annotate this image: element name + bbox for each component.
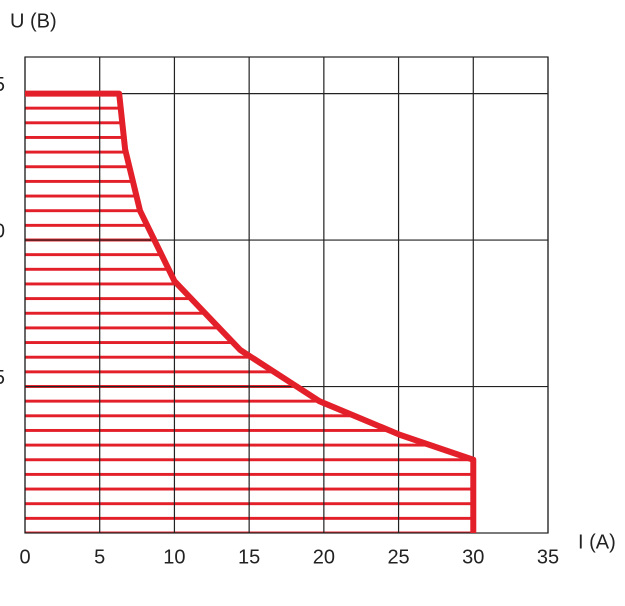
plot-frame	[24, 56, 549, 534]
x-tick-label: 35	[537, 546, 559, 568]
x-tick-label: 30	[462, 546, 484, 568]
x-tick-label: 5	[94, 546, 105, 568]
y-axis-label: U (B)	[10, 10, 57, 32]
boundary-line	[25, 90, 477, 533]
x-tick-label: 20	[313, 546, 335, 568]
y-tick-label: 5	[0, 367, 5, 389]
x-tick-label: 10	[163, 546, 185, 568]
x-tick-label: 25	[387, 546, 409, 568]
y-tick-label: 15	[0, 74, 5, 96]
y-tick-label: 10	[0, 220, 5, 242]
x-axis-label: I (A)	[578, 531, 616, 553]
x-tick-label: 15	[238, 546, 260, 568]
x-tick-label: 0	[19, 546, 30, 568]
